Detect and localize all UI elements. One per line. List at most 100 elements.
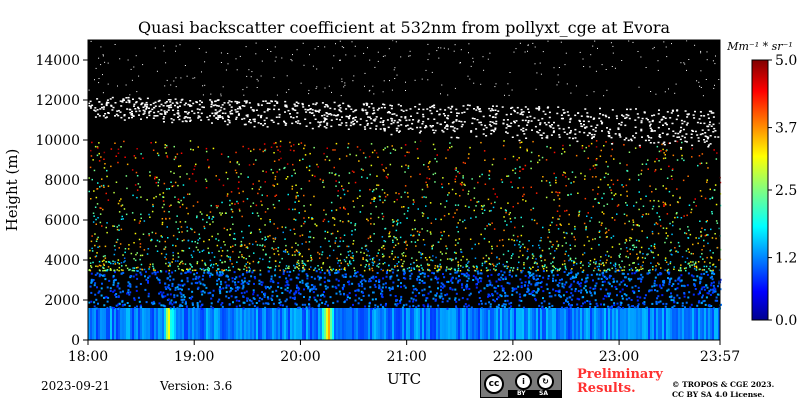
heatmap-cell [116, 226, 118, 228]
heatmap-cell [680, 308, 682, 340]
heatmap-cell [643, 303, 646, 306]
heatmap-cell [196, 242, 199, 244]
heatmap-cell [488, 307, 491, 310]
heatmap-cell [109, 268, 112, 270]
heatmap-cell [112, 290, 115, 293]
heatmap-cell [465, 287, 468, 290]
heatmap-cell [104, 163, 106, 165]
heatmap-cell [639, 146, 641, 148]
heatmap-cell [648, 247, 650, 250]
heatmap-cell [158, 179, 160, 181]
heatmap-cell [557, 194, 559, 197]
heatmap-cell [628, 178, 631, 181]
heatmap-cell [580, 291, 582, 294]
heatmap-cell [235, 116, 238, 119]
heatmap-cell [189, 100, 192, 102]
heatmap-cell [337, 190, 339, 192]
heatmap-cell [216, 118, 219, 120]
heatmap-cell [523, 193, 525, 196]
heatmap-cell [234, 244, 237, 246]
heatmap-cell [719, 248, 722, 251]
heatmap-cell [555, 176, 557, 179]
heatmap-cell [657, 273, 660, 276]
heatmap-cell [598, 231, 600, 233]
heatmap-cell [321, 115, 324, 117]
heatmap-cell [183, 239, 185, 241]
heatmap-cell [245, 100, 248, 102]
heatmap-cell [274, 238, 276, 240]
heatmap-cell [381, 212, 384, 215]
heatmap-cell [221, 117, 224, 120]
heatmap-cell [686, 308, 688, 340]
heatmap-cell [272, 184, 274, 186]
heatmap-cell [128, 293, 131, 296]
heatmap-cell [600, 277, 603, 280]
heatmap-cell [629, 239, 631, 242]
heatmap-cell [407, 210, 409, 212]
heatmap-cell [494, 127, 497, 129]
heatmap-cell [642, 302, 645, 305]
heatmap-cell [361, 205, 364, 207]
heatmap-cell [432, 143, 435, 146]
heatmap-cell [368, 267, 371, 270]
heatmap-cell [180, 295, 183, 298]
heatmap-cell [169, 99, 172, 101]
heatmap-cell [441, 183, 443, 185]
heatmap-cell [708, 290, 711, 293]
heatmap-cell [626, 250, 629, 252]
heatmap-cell [511, 290, 514, 292]
heatmap-cell [221, 112, 224, 114]
heatmap-cell [384, 308, 386, 340]
heatmap-cell [402, 252, 405, 254]
heatmap-cell [330, 233, 333, 235]
heatmap-cell [642, 253, 644, 255]
heatmap-cell [694, 288, 697, 290]
heatmap-cell [146, 103, 149, 106]
heatmap-cell [318, 109, 321, 111]
heatmap-cell [101, 178, 103, 180]
heatmap-cell [384, 147, 386, 149]
heatmap-cell [388, 235, 390, 238]
heatmap-cell [347, 264, 350, 267]
heatmap-cell [574, 308, 576, 340]
heatmap-cell [560, 117, 563, 120]
heatmap-cell [575, 262, 578, 265]
heatmap-cell [195, 275, 198, 278]
heatmap-cell [202, 274, 205, 277]
heatmap-cell [315, 300, 318, 303]
heatmap-cell [239, 107, 241, 109]
heatmap-cell [291, 122, 294, 125]
heatmap-cell [117, 259, 120, 261]
heatmap-cell [168, 217, 171, 220]
heatmap-cell [487, 198, 490, 201]
heatmap-cell [173, 113, 176, 116]
heatmap-cell [358, 160, 360, 162]
heatmap-cell [233, 232, 236, 235]
heatmap-cell [279, 261, 281, 264]
heatmap-cell [168, 205, 171, 207]
heatmap-cell [480, 277, 483, 280]
heatmap-cell [223, 241, 225, 243]
heatmap-cell [95, 196, 98, 199]
heatmap-cell [595, 262, 597, 265]
heatmap-cell [667, 263, 669, 266]
heatmap-cell [512, 267, 515, 269]
heatmap-cell [468, 104, 471, 107]
heatmap-cell [331, 269, 333, 272]
heatmap-cell [384, 227, 387, 230]
heatmap-cell [675, 250, 677, 253]
heatmap-cell [716, 152, 718, 154]
heatmap-cell [635, 201, 638, 204]
heatmap-cell [419, 252, 422, 254]
heatmap-cell [355, 275, 358, 278]
heatmap-cell [92, 221, 95, 223]
heatmap-cell [138, 114, 140, 116]
heatmap-cell [164, 282, 167, 285]
heatmap-cell [497, 296, 500, 299]
heatmap-cell [285, 122, 288, 125]
heatmap-cell [366, 254, 368, 257]
heatmap-cell [128, 305, 131, 307]
heatmap-cell [610, 307, 613, 310]
heatmap-cell [637, 116, 640, 119]
heatmap-cell [249, 299, 251, 302]
